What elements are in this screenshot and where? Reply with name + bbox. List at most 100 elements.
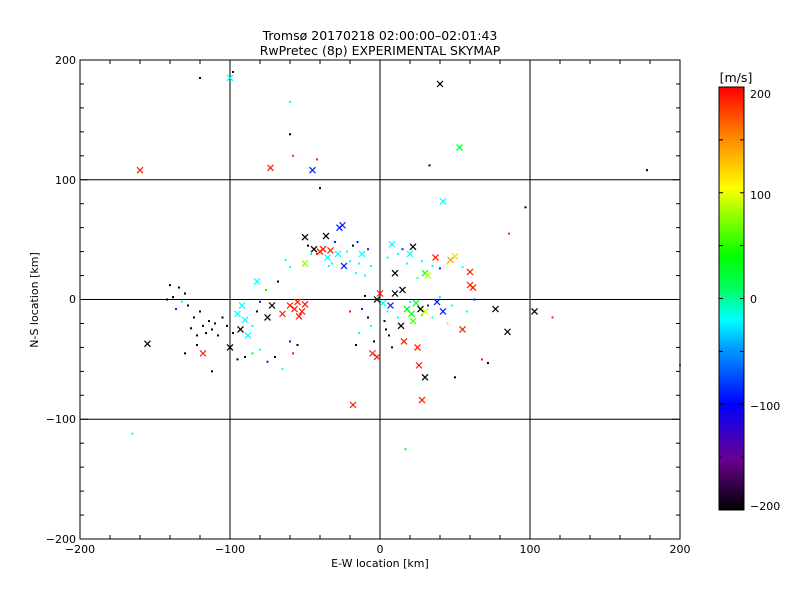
- x-marker-stroke: [301, 300, 309, 308]
- x-marker-stroke: [226, 74, 234, 82]
- x-marker-stroke: [295, 312, 303, 320]
- x-marker-stroke: [417, 305, 424, 313]
- x-tick-label: 0: [377, 543, 384, 556]
- data-point-x: [415, 361, 423, 369]
- x-marker-stroke: [144, 340, 151, 348]
- data-point-dot: [131, 432, 134, 435]
- data-point-x: [456, 143, 463, 151]
- data-point-dot: [331, 262, 333, 265]
- data-point-dot: [292, 352, 294, 355]
- data-point-dot: [358, 262, 360, 265]
- data-point-dot: [352, 244, 354, 247]
- grid: [80, 60, 680, 539]
- data-point-x: [433, 298, 441, 306]
- x-marker-stroke: [376, 290, 384, 297]
- x-marker-stroke: [459, 326, 466, 333]
- x-marker-stroke: [379, 299, 387, 307]
- x-marker-stroke: [418, 396, 426, 404]
- data-point-x: [373, 296, 381, 303]
- x-marker-stroke: [387, 302, 394, 309]
- x-marker-stroke: [324, 254, 331, 262]
- data-point-x: [421, 373, 429, 381]
- data-point-dot: [208, 320, 210, 323]
- x-marker-stroke: [298, 308, 306, 315]
- x-marker-stroke: [279, 310, 286, 318]
- data-point-x: [406, 250, 414, 258]
- data-point-x: [492, 305, 499, 313]
- x-marker-stroke: [310, 245, 318, 253]
- x-marker-stroke: [373, 296, 381, 303]
- data-point-x: [369, 349, 376, 357]
- data-point-dot: [349, 260, 351, 263]
- data-point-x: [373, 353, 381, 361]
- x-marker-stroke: [469, 284, 477, 291]
- x-marker-stroke: [238, 302, 246, 309]
- data-point-dot: [646, 169, 648, 172]
- data-point-dot: [391, 346, 393, 349]
- x-marker-stroke: [319, 245, 327, 253]
- x-marker-stroke: [286, 302, 294, 309]
- data-point-x: [408, 310, 415, 318]
- colorbar-tick-label: 200: [750, 88, 771, 101]
- data-point-x: [421, 308, 429, 315]
- data-point-x: [439, 197, 447, 205]
- colorbar-ticks: [719, 86, 744, 511]
- data-point-x: [264, 314, 271, 321]
- data-point-x: [301, 260, 309, 267]
- data-point-x: [399, 286, 406, 294]
- x-marker-stroke: [400, 337, 408, 345]
- x-marker-stroke: [421, 308, 429, 315]
- data-point-dot: [292, 154, 294, 157]
- data-point-dot: [166, 298, 168, 301]
- y-tick-label: 100: [55, 174, 76, 187]
- y-tick-label: 0: [69, 293, 76, 306]
- x-marker-stroke: [241, 316, 249, 324]
- data-point-x: [309, 166, 316, 174]
- x-tick-label: −100: [215, 543, 245, 556]
- data-point-dot: [190, 327, 192, 330]
- data-point-x: [409, 317, 417, 325]
- data-point-dot: [439, 296, 441, 299]
- data-point-x: [409, 243, 417, 251]
- data-point-dot: [199, 76, 201, 79]
- data-point-dot: [232, 70, 234, 73]
- x-marker-stroke: [339, 221, 346, 229]
- data-point-x: [295, 312, 303, 320]
- data-point-dot: [334, 241, 336, 244]
- data-point-x: [327, 246, 334, 254]
- data-point-dot: [409, 300, 411, 303]
- x-tick-label: −200: [65, 543, 95, 556]
- data-point-dot: [428, 164, 431, 167]
- data-point-x: [388, 240, 396, 248]
- data-point-x: [298, 308, 306, 315]
- data-point-x: [531, 308, 538, 315]
- data-point-dot: [196, 334, 198, 337]
- data-point-dot: [178, 286, 180, 289]
- x-marker-stroke: [399, 286, 406, 294]
- data-point-dot: [427, 304, 429, 307]
- x-marker-stroke: [349, 401, 357, 409]
- colorbar-tick-label: −100: [750, 400, 780, 413]
- colorbar-tick-label: −200: [750, 500, 780, 513]
- data-point-dot: [397, 316, 399, 319]
- data-point-x: [391, 290, 399, 297]
- data-point-dot: [211, 328, 213, 331]
- data-point-dot: [244, 355, 246, 358]
- x-marker-stroke: [294, 298, 301, 306]
- data-point-x: [339, 221, 346, 229]
- x-marker-stroke: [412, 299, 420, 307]
- data-point-x: [397, 322, 405, 330]
- x-marker-stroke: [424, 272, 432, 279]
- y-axis-label: N-S location [km]: [28, 252, 41, 348]
- data-point-dot: [310, 252, 312, 255]
- data-point-dot: [214, 322, 216, 325]
- data-point-x: [400, 337, 408, 345]
- data-point-x: [234, 310, 241, 318]
- data-point-dot: [446, 262, 449, 265]
- data-point-dot: [373, 340, 375, 343]
- data-point-dot: [358, 332, 360, 335]
- data-point-dot: [385, 328, 387, 331]
- data-point-dot: [184, 352, 186, 355]
- data-point-x: [226, 74, 234, 82]
- x-marker-stroke: [451, 252, 459, 260]
